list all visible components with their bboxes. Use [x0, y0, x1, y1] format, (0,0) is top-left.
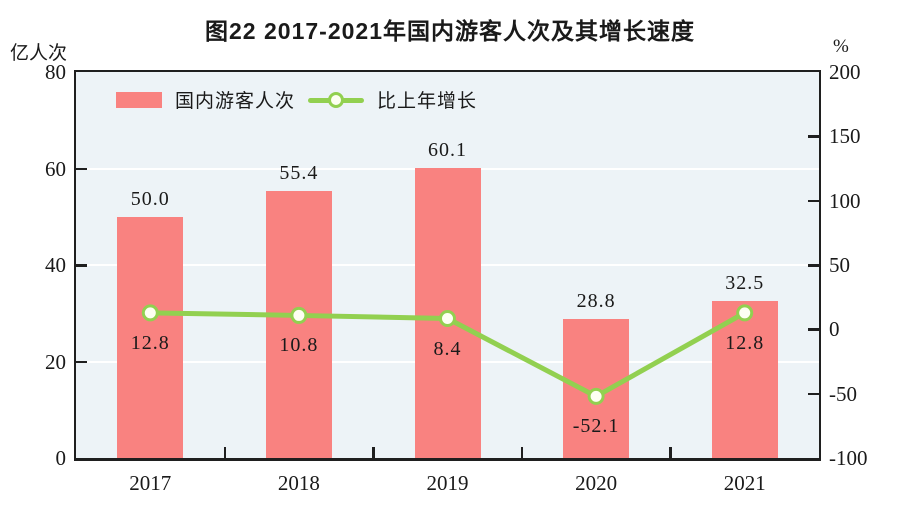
- growth-value-label: 12.8: [725, 331, 765, 354]
- legend-line-sample: [308, 90, 365, 110]
- tick-mark: [808, 328, 819, 331]
- line-marker-2017: [141, 304, 159, 322]
- bar-value-label: 55.4: [279, 161, 319, 184]
- tick-mark: [76, 167, 87, 170]
- tick-mark: [808, 264, 819, 267]
- bar-value-label: 32.5: [725, 272, 765, 295]
- right-axis-tick-label: 0: [829, 317, 840, 342]
- x-axis-tick-label: 2020: [575, 471, 618, 495]
- x-axis-tick-label: 2021: [723, 471, 766, 495]
- right-axis-tick-label: 150: [829, 124, 861, 149]
- growth-value-label: 8.4: [433, 337, 462, 360]
- growth-value-label: 12.8: [130, 331, 170, 354]
- tick-mark: [808, 135, 819, 138]
- right-axis-tick-label: -100: [829, 446, 868, 470]
- line-marker-2020: [587, 387, 605, 405]
- tick-mark: [520, 447, 524, 458]
- tick-mark: [372, 447, 375, 458]
- left-axis-tick-label: 40: [45, 253, 66, 277]
- legend-bar-label: 国内游客人次: [175, 91, 296, 112]
- line-marker-2021: [736, 304, 754, 322]
- bar-value-label: 28.8: [576, 290, 616, 313]
- legend-bar-swatch: [116, 91, 162, 108]
- bar-2018: [265, 190, 332, 458]
- right-axis-tick-label: 100: [829, 188, 861, 213]
- left-axis-tick-label: 80: [45, 60, 66, 84]
- left-axis-unit: 亿人次: [10, 43, 68, 64]
- left-axis-tick-label: 20: [45, 349, 66, 374]
- bar-value-label: 50.0: [130, 187, 170, 210]
- plot-area: 50.0 55.4 60.1 28.8 32.5 12.8 10.8 8.4 -52.1 12.8…: [74, 70, 821, 461]
- legend-line-label: 比上年增长: [377, 91, 478, 112]
- line-series: [141, 304, 754, 405]
- left-axis-tick-label: 0: [55, 446, 67, 470]
- tick-mark: [808, 392, 819, 396]
- growth-value-label: -52.1: [572, 415, 620, 438]
- x-axis-tick-label: 2019: [426, 471, 469, 495]
- bar-2017: [117, 216, 184, 458]
- tick-mark: [669, 447, 672, 458]
- right-axis-tick-label: 200: [829, 60, 861, 84]
- right-axis-tick-label: -50: [829, 381, 857, 406]
- chart-title: 图22 2017-2021年国内游客人次及其增长速度: [205, 18, 695, 44]
- x-axis-tick-label: 2018: [277, 471, 320, 495]
- line-marker-2018: [290, 306, 308, 324]
- tick-mark: [76, 264, 87, 267]
- tick-mark: [808, 199, 819, 203]
- legend-line-marker-icon: [328, 91, 345, 108]
- legend: 国内游客人次 比上年增长: [116, 86, 477, 113]
- left-axis-tick-label: 60: [45, 156, 66, 181]
- tick-mark: [76, 360, 87, 363]
- tick-mark: [223, 447, 227, 458]
- right-axis-tick-label: 50: [829, 253, 850, 277]
- growth-value-label: 10.8: [279, 334, 319, 357]
- x-axis-tick-label: 2017: [129, 471, 172, 495]
- line-marker-2019: [439, 310, 456, 328]
- bar-value-label: 60.1: [428, 139, 467, 162]
- right-axis-unit: %: [833, 36, 849, 57]
